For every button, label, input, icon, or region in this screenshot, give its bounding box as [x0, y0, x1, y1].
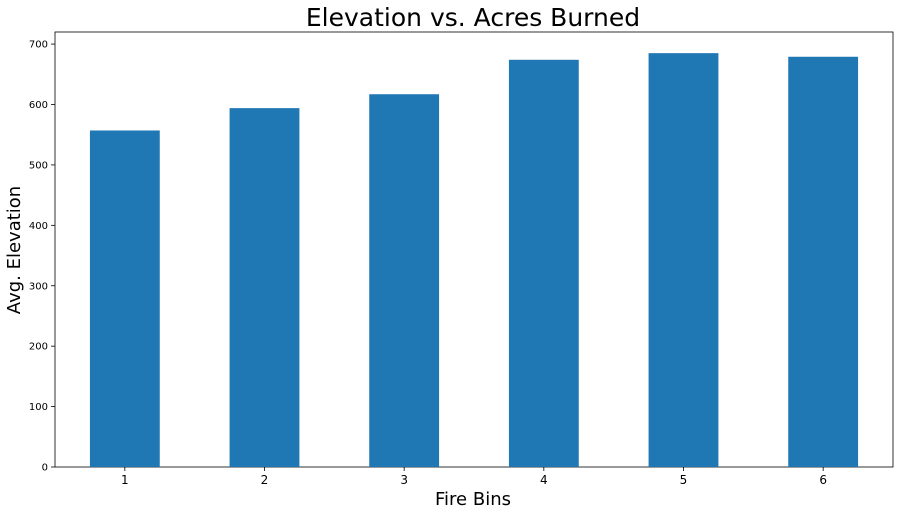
bar-1 — [89, 130, 160, 468]
y-tick-label: 200 — [29, 342, 48, 353]
y-tick-label: 500 — [29, 160, 48, 171]
bar-2 — [229, 108, 300, 468]
x-tick-label: 6 — [819, 473, 827, 487]
x-tick-label: 4 — [540, 473, 548, 487]
bar-6 — [788, 56, 859, 468]
bars-group — [89, 53, 859, 468]
chart-title: Elevation vs. Acres Burned — [306, 3, 640, 32]
y-tick-label: 400 — [29, 221, 48, 232]
bar-3 — [369, 94, 440, 467]
x-tick-label: 5 — [680, 473, 688, 487]
x-axis-ticks: 1 2 3 4 5 6 — [121, 467, 827, 487]
x-tick-label: 3 — [400, 473, 408, 487]
y-axis-label: Avg. Elevation — [4, 186, 25, 314]
y-tick-label: 100 — [29, 402, 48, 413]
x-axis-label: Fire Bins — [435, 489, 511, 510]
y-tick-label: 0 — [42, 463, 48, 474]
x-tick-label: 2 — [261, 473, 269, 487]
bar-5 — [648, 53, 719, 468]
plot-frame — [54, 31, 894, 468]
y-tick-label: 600 — [29, 100, 48, 111]
y-axis-ticks: 0 100 200 300 400 500 600 700 — [29, 40, 55, 474]
bar-4 — [508, 59, 579, 467]
y-tick-label: 300 — [29, 281, 48, 292]
x-tick-label: 1 — [121, 473, 129, 487]
y-tick-label: 700 — [29, 40, 48, 51]
